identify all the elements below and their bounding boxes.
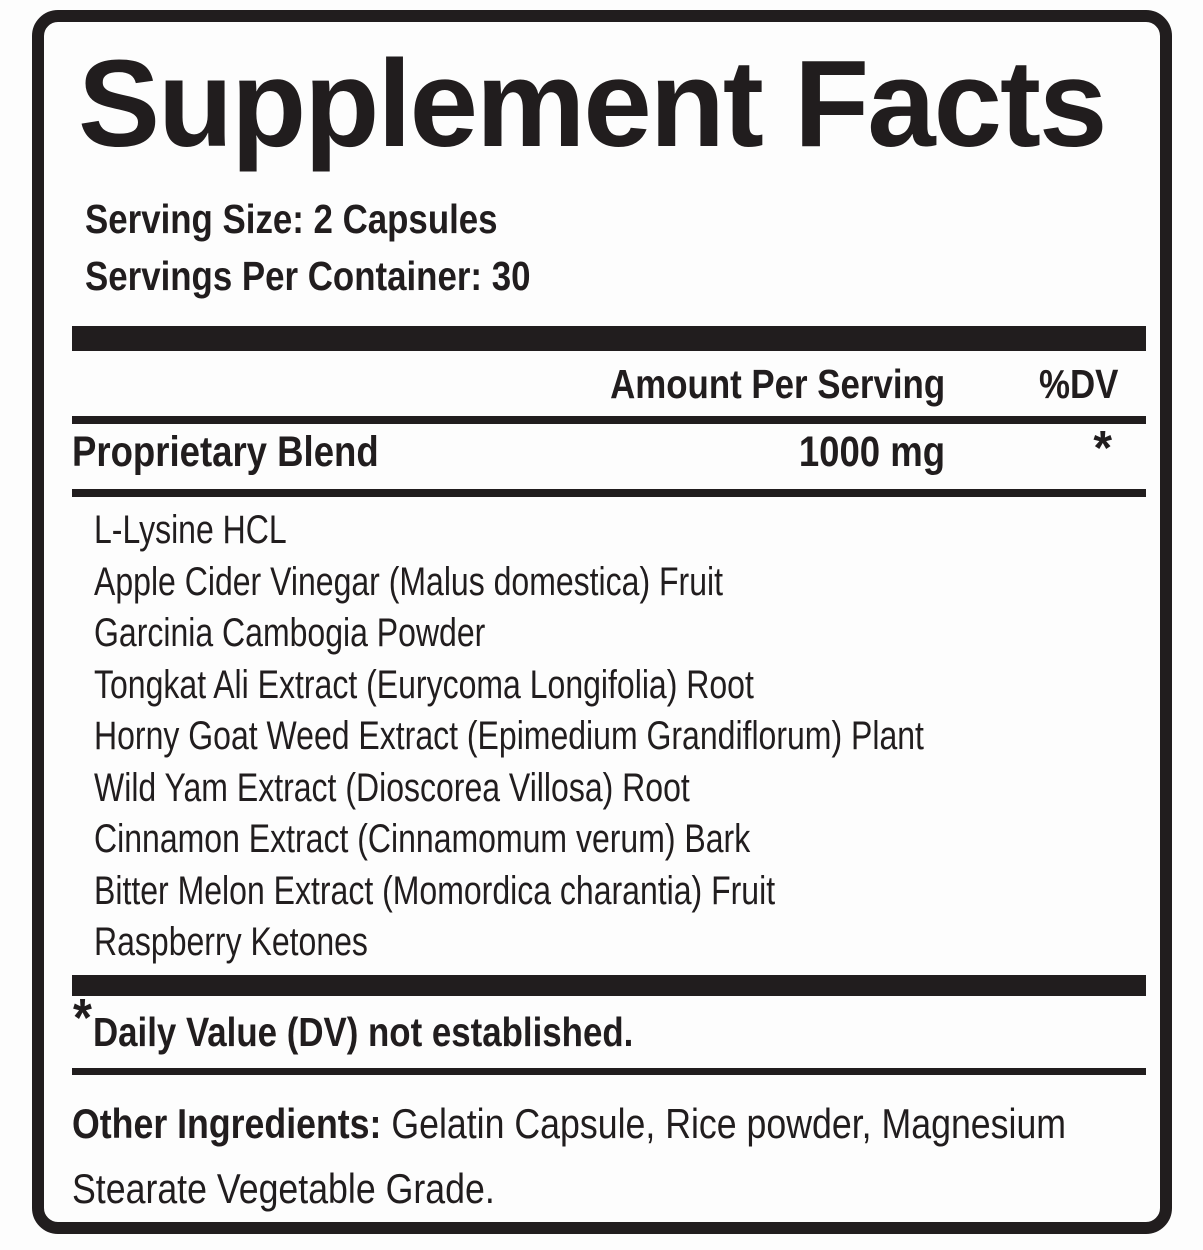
dv-header-cell: %DV [945,358,1146,410]
ingredient-text: Garcinia Cambogia Powder [94,611,486,655]
other-ingredients-text-wrap: Other Ingredients: Gelatin Capsule, Rice… [72,1091,1145,1221]
dv-footnote: *Daily Value (DV) not established. [72,990,1146,1060]
servings-per-container-text: Servings Per Container: 30 [85,253,531,299]
ingredient-item: L-Lysine HCL [94,505,1146,557]
divider-thick-bottom [72,974,1146,996]
other-ingredients: Other Ingredients: Gelatin Capsule, Rice… [72,1091,1146,1221]
table-header-row: Amount Per Serving %DV [72,358,1146,410]
ingredient-text: Raspberry Ketones [94,920,368,964]
serving-info: Serving Size: 2 Capsules Servings Per Co… [85,191,1146,305]
ingredient-item: Tongkat Ali Extract (Eurycoma Longifolia… [94,660,1146,712]
footnote-text: Daily Value (DV) not established. [93,1008,634,1055]
ingredient-item: Bitter Melon Extract (Momordica charanti… [94,866,1146,918]
ingredient-text: Horny Goat Weed Extract (Epimedium Grand… [94,714,924,758]
blend-dv-cell: * [945,422,1146,489]
ingredient-text: Bitter Melon Extract (Momordica charanti… [94,868,776,913]
ingredient-text: L-Lysine HCL [94,508,287,552]
supplement-facts-panel: Supplement Facts Serving Size: 2 Capsule… [32,10,1172,1234]
blend-amount: 1000 mg [798,428,945,476]
serving-size-line: Serving Size: 2 Capsules [85,191,1146,248]
ingredient-item: Apple Cider Vinegar (Malus domestica) Fr… [94,557,1146,609]
ingredient-text: Wild Yam Extract (Dioscorea Villosa) Roo… [94,765,690,810]
blend-name: Proprietary Blend [72,428,379,476]
divider-under-blend [72,489,1146,497]
ingredient-item: Garcinia Cambogia Powder [94,608,1146,660]
other-ingredients-text: Gelatin Capsule, Rice powder, Magnesium … [72,1099,1067,1212]
dv-header: %DV [1038,361,1118,407]
ingredient-text: Apple Cider Vinegar (Malus domestica) Fr… [94,559,723,604]
proprietary-blend-row: Proprietary Blend 1000 mg * [72,422,1146,489]
servings-per-container-line: Servings Per Container: 30 [85,248,1146,305]
footnote-asterisk: * [73,987,92,1048]
divider-above-other-ingredients [72,1067,1146,1075]
divider-thick-top [72,326,1146,351]
ingredient-item: Raspberry Ketones [94,917,1146,969]
ingredient-item: Horny Goat Weed Extract (Epimedium Grand… [94,711,1146,763]
panel-title: Supplement Facts [78,36,1107,173]
serving-size-text: Serving Size: 2 Capsules [85,196,498,242]
amount-per-serving-header: Amount Per Serving [609,361,945,407]
ingredient-text: Cinnamon Extract (Cinnamomum verum) Bark [94,817,751,861]
divider-under-header [72,416,1146,424]
blend-ingredients-list: L-Lysine HCL Apple Cider Vinegar (Malus … [94,505,1146,969]
other-ingredients-label: Other Ingredients: [72,1099,382,1147]
ingredient-item: Cinnamon Extract (Cinnamomum verum) Bark [94,814,1146,866]
ingredient-item: Wild Yam Extract (Dioscorea Villosa) Roo… [94,763,1146,815]
blend-dv-asterisk: * [1093,422,1112,475]
ingredient-text: Tongkat Ali Extract (Eurycoma Longifolia… [94,662,754,707]
